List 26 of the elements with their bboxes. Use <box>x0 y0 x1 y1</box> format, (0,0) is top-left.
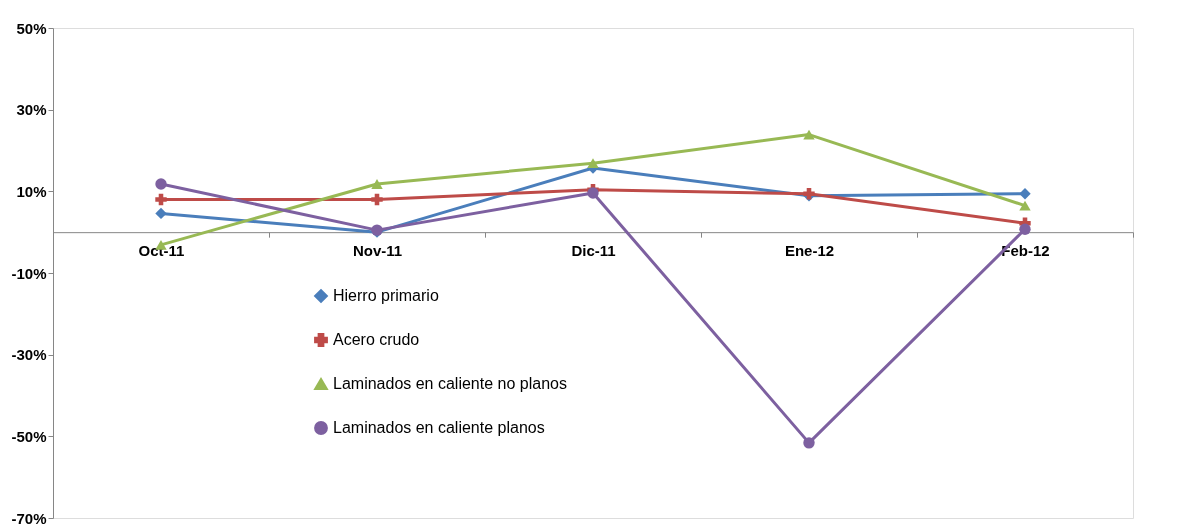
y-tick-label: -30% <box>11 346 47 364</box>
point <box>1019 188 1031 200</box>
x-tick-label: Nov-11 <box>352 241 403 259</box>
legend-label: Acero crudo <box>333 331 420 348</box>
x-tick-label: Ene-12 <box>784 241 835 259</box>
point <box>371 179 383 189</box>
y-tick-label: -50% <box>11 427 47 445</box>
point <box>371 193 383 206</box>
point <box>803 129 815 140</box>
point <box>803 437 815 449</box>
legend-label: Laminados en caliente planos <box>333 419 545 436</box>
y-tick-label: -70% <box>11 509 47 524</box>
y-tick-label: 50% <box>16 19 47 37</box>
legend-label: Hierro primario <box>333 287 439 304</box>
point <box>155 207 167 220</box>
point <box>1019 223 1031 235</box>
x-tick-label: Dic-11 <box>571 241 616 259</box>
y-tick-label: 30% <box>16 101 47 119</box>
legend-label: Laminados en caliente no planos <box>333 375 567 392</box>
y-tick-label: 10% <box>16 182 47 200</box>
point <box>1019 200 1031 211</box>
point <box>155 193 167 206</box>
y-tick-label: -10% <box>11 264 47 282</box>
x-tick-label: Oct-11 <box>138 241 185 259</box>
point <box>155 178 167 190</box>
point <box>587 158 599 169</box>
